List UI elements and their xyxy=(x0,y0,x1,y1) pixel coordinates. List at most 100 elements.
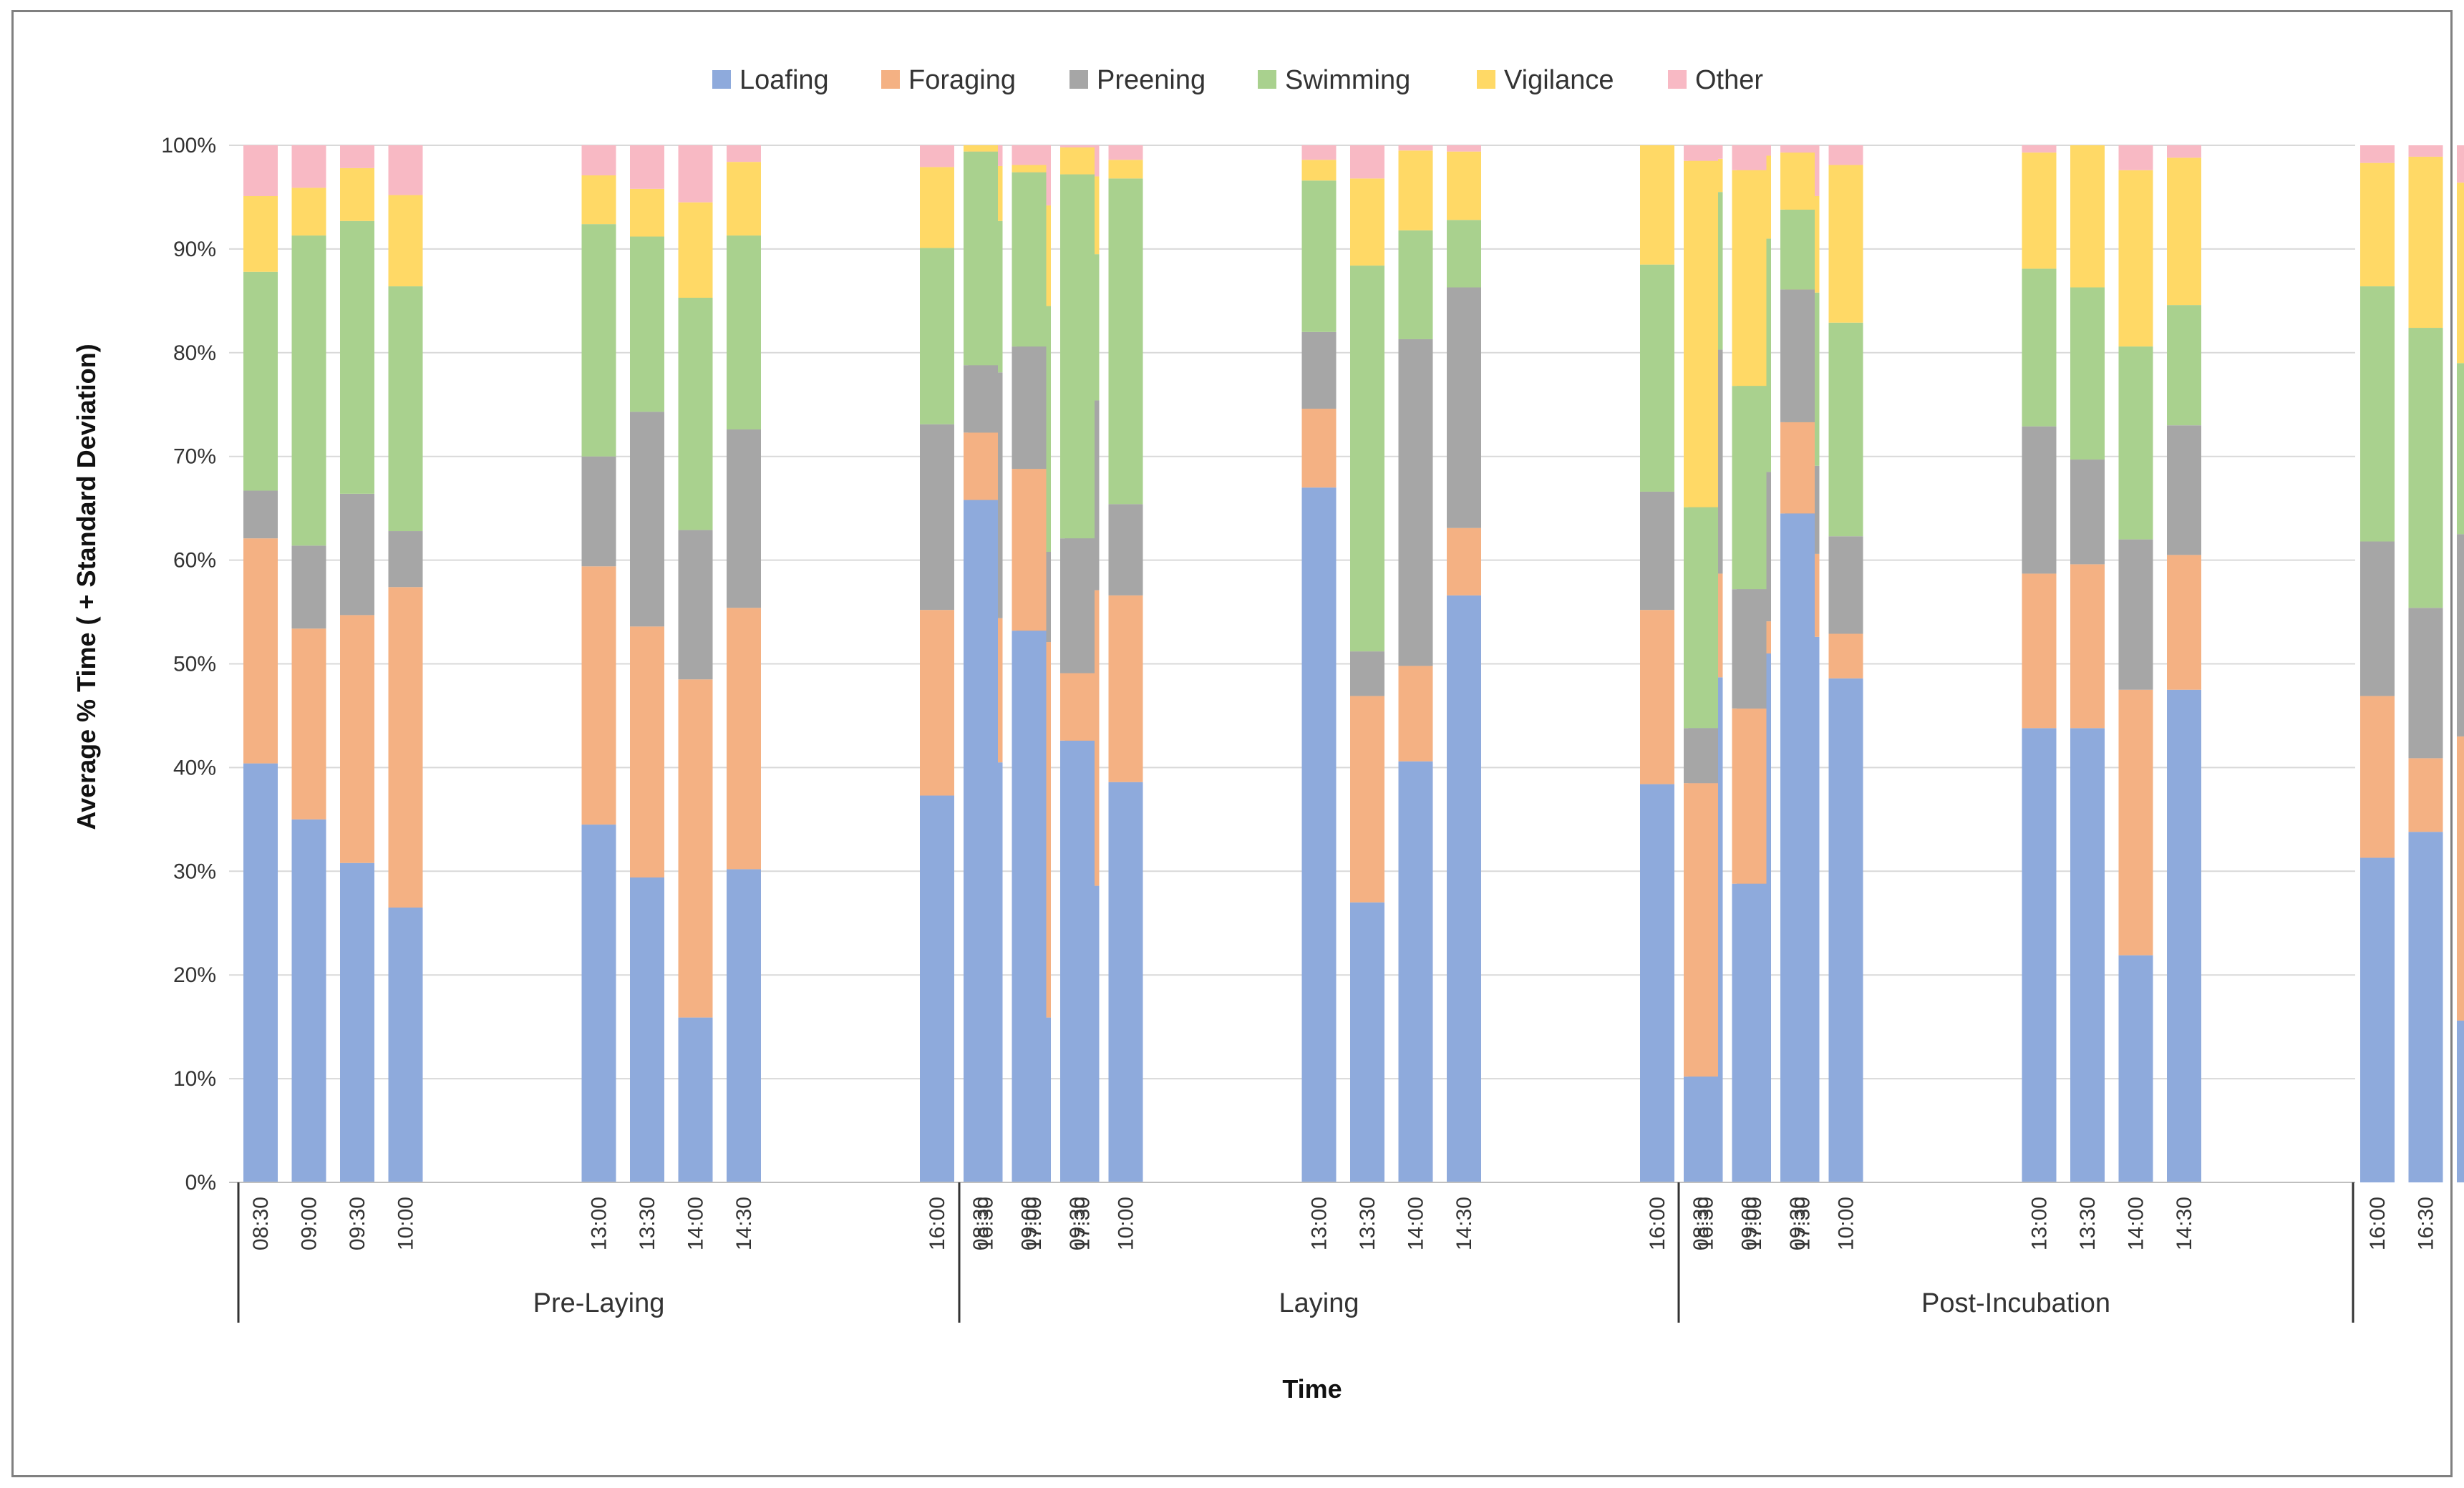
bar-segment-loafing xyxy=(291,819,326,1182)
legend-swatch-foraging xyxy=(881,70,900,89)
bar-segment-foraging xyxy=(1012,469,1047,631)
bar-segment-preening xyxy=(1350,651,1384,696)
bars xyxy=(243,145,2464,1182)
bar-segment-other xyxy=(630,145,664,189)
bar-segment-vigilance xyxy=(1398,150,1433,230)
bar-segment-swimming xyxy=(630,236,664,412)
y-tick-label: 100% xyxy=(161,134,216,157)
bar-segment-other xyxy=(2167,145,2201,158)
bar-segment-preening xyxy=(2118,539,2153,690)
legend-swatch-vigilance xyxy=(1477,70,1495,89)
bar-segment-preening xyxy=(581,456,616,567)
bar-segment-preening xyxy=(1060,538,1095,674)
x-tick-label: 14:00 xyxy=(684,1197,708,1250)
bar-segment-preening xyxy=(1301,331,1337,409)
bar-segment-preening xyxy=(1732,589,1767,709)
bar-segment-foraging xyxy=(2022,573,2057,729)
bar-segment-foraging xyxy=(1732,708,1767,884)
bar-segment-other xyxy=(2408,145,2443,157)
bar-segment-foraging xyxy=(340,615,374,863)
bar-segment-foraging xyxy=(1398,666,1433,762)
bar-segment-foraging xyxy=(388,587,423,908)
bar-segment-loafing xyxy=(1447,595,1481,1182)
x-tick-label: 14:00 xyxy=(2125,1197,2148,1250)
bar-segment-loafing xyxy=(678,1017,713,1182)
bar-segment-loafing xyxy=(1640,784,1674,1182)
bar-segment-loafing xyxy=(1684,1076,1718,1182)
bar-segment-foraging xyxy=(1447,527,1481,595)
legend-swatch-loafing xyxy=(712,70,731,89)
bar-segment-vigilance xyxy=(1350,178,1384,266)
y-tick-label: 40% xyxy=(173,756,216,779)
bar-segment-swimming xyxy=(1012,172,1047,347)
bar-segment-preening xyxy=(340,493,374,616)
x-tick-label: 09:00 xyxy=(1018,1197,1042,1250)
bar-segment-swimming xyxy=(243,271,278,491)
bar-segment-swimming xyxy=(1828,322,1863,537)
bar-segment-loafing xyxy=(2070,728,2105,1182)
bar-segment-vigilance xyxy=(340,167,374,221)
bar-segment-vigilance xyxy=(2408,156,2443,329)
x-tick-label: 16:30 xyxy=(1694,1197,1718,1250)
x-tick-label: 17:00 xyxy=(2463,1197,2464,1250)
bar-segment-foraging xyxy=(920,610,954,796)
bar-segment-foraging xyxy=(2360,696,2395,858)
legend-swatch-preening xyxy=(1069,70,1088,89)
bar-segment-preening xyxy=(920,424,954,611)
x-tick-label: 10:00 xyxy=(394,1197,418,1250)
bar-segment-vigilance xyxy=(1447,151,1481,220)
bar-segment-other xyxy=(1108,145,1143,160)
bar-segment-preening xyxy=(1012,346,1047,470)
legend-swatch-swimming xyxy=(1258,70,1276,89)
y-tick-label: 20% xyxy=(173,963,216,987)
bar-segment-other xyxy=(727,145,761,162)
bar-segment-foraging xyxy=(243,538,278,764)
bar-segment-vigilance xyxy=(1301,160,1337,181)
bar-segment-other xyxy=(1012,145,1047,165)
bar-segment-preening xyxy=(964,365,998,433)
bar-segment-foraging xyxy=(727,608,761,870)
bar-segment-loafing xyxy=(581,825,616,1182)
x-tick-label: 10:00 xyxy=(1835,1197,1858,1250)
bar-segment-loafing xyxy=(2022,728,2057,1182)
group-label: Laying xyxy=(1279,1288,1359,1318)
bar-segment-vigilance xyxy=(678,202,713,298)
bar-segment-other xyxy=(1398,145,1433,151)
bar-segment-foraging xyxy=(1780,422,1815,514)
bar-segment-preening xyxy=(1398,339,1433,666)
bar-segment-swimming xyxy=(581,224,616,457)
bar-segment-other xyxy=(1301,145,1337,160)
group-label: Post-Incubation xyxy=(1921,1288,2110,1318)
legend-label-swimming: Swimming xyxy=(1285,65,1410,95)
bar-segment-vigilance xyxy=(1640,145,1674,265)
x-tick-label: 13:00 xyxy=(2028,1197,2052,1250)
x-tick-label: 16:00 xyxy=(926,1197,949,1250)
bar-segment-other xyxy=(678,145,713,203)
bar-segment-foraging xyxy=(630,626,664,877)
legend-label-loafing: Loafing xyxy=(739,65,829,95)
bar-segment-loafing xyxy=(1732,883,1767,1182)
bar-segment-swimming xyxy=(1684,507,1718,729)
bar-segment-loafing xyxy=(2118,955,2153,1182)
bar-segment-loafing xyxy=(1398,761,1433,1182)
y-tick-label: 60% xyxy=(173,549,216,573)
x-tick-label: 13:00 xyxy=(1308,1197,1332,1250)
bar-segment-loafing xyxy=(727,869,761,1182)
bar-segment-swimming xyxy=(2118,346,2153,540)
bar-segment-loafing xyxy=(2457,1020,2464,1182)
x-tick-label: 14:30 xyxy=(2173,1197,2196,1250)
bar-segment-vigilance xyxy=(581,175,616,225)
bar-segment-preening xyxy=(1447,287,1481,528)
bar-segment-swimming xyxy=(678,298,713,530)
bar-segment-loafing xyxy=(964,500,998,1182)
bar-segment-preening xyxy=(1684,728,1718,784)
bar-segment-vigilance xyxy=(1060,147,1095,175)
x-tick-label: 09:00 xyxy=(298,1197,321,1250)
bar-segment-vigilance xyxy=(1732,170,1767,386)
bar-segment-loafing xyxy=(630,877,664,1182)
bar-segment-vigilance xyxy=(291,188,326,236)
bar-segment-preening xyxy=(1108,504,1143,595)
bar-segment-swimming xyxy=(2167,305,2201,426)
x-tick-label: 16:00 xyxy=(1646,1197,1669,1250)
